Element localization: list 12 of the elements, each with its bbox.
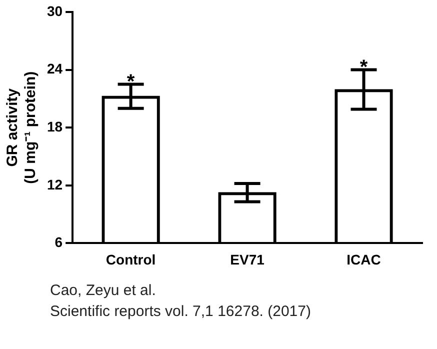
y-tick-label: 24 <box>46 60 63 77</box>
y-tick-label: 18 <box>46 118 63 134</box>
y-tick-label: 6 <box>54 234 63 250</box>
x-tick-label: Control <box>106 251 156 268</box>
text: Cao, Zeyu et al. Scientific reports vol. 7,1 16278. (2017) <box>50 281 311 322</box>
y-tick-label: 30 <box>46 2 63 19</box>
annotation: * <box>126 70 135 93</box>
y-axis-title: GR activity (U mg⁻¹ protein) <box>4 71 40 184</box>
x-tick-label: EV71 <box>230 251 265 268</box>
x-tick-label: ICAC <box>346 251 381 268</box>
y-tick-label: 12 <box>46 176 63 192</box>
annotation: * <box>360 56 368 78</box>
